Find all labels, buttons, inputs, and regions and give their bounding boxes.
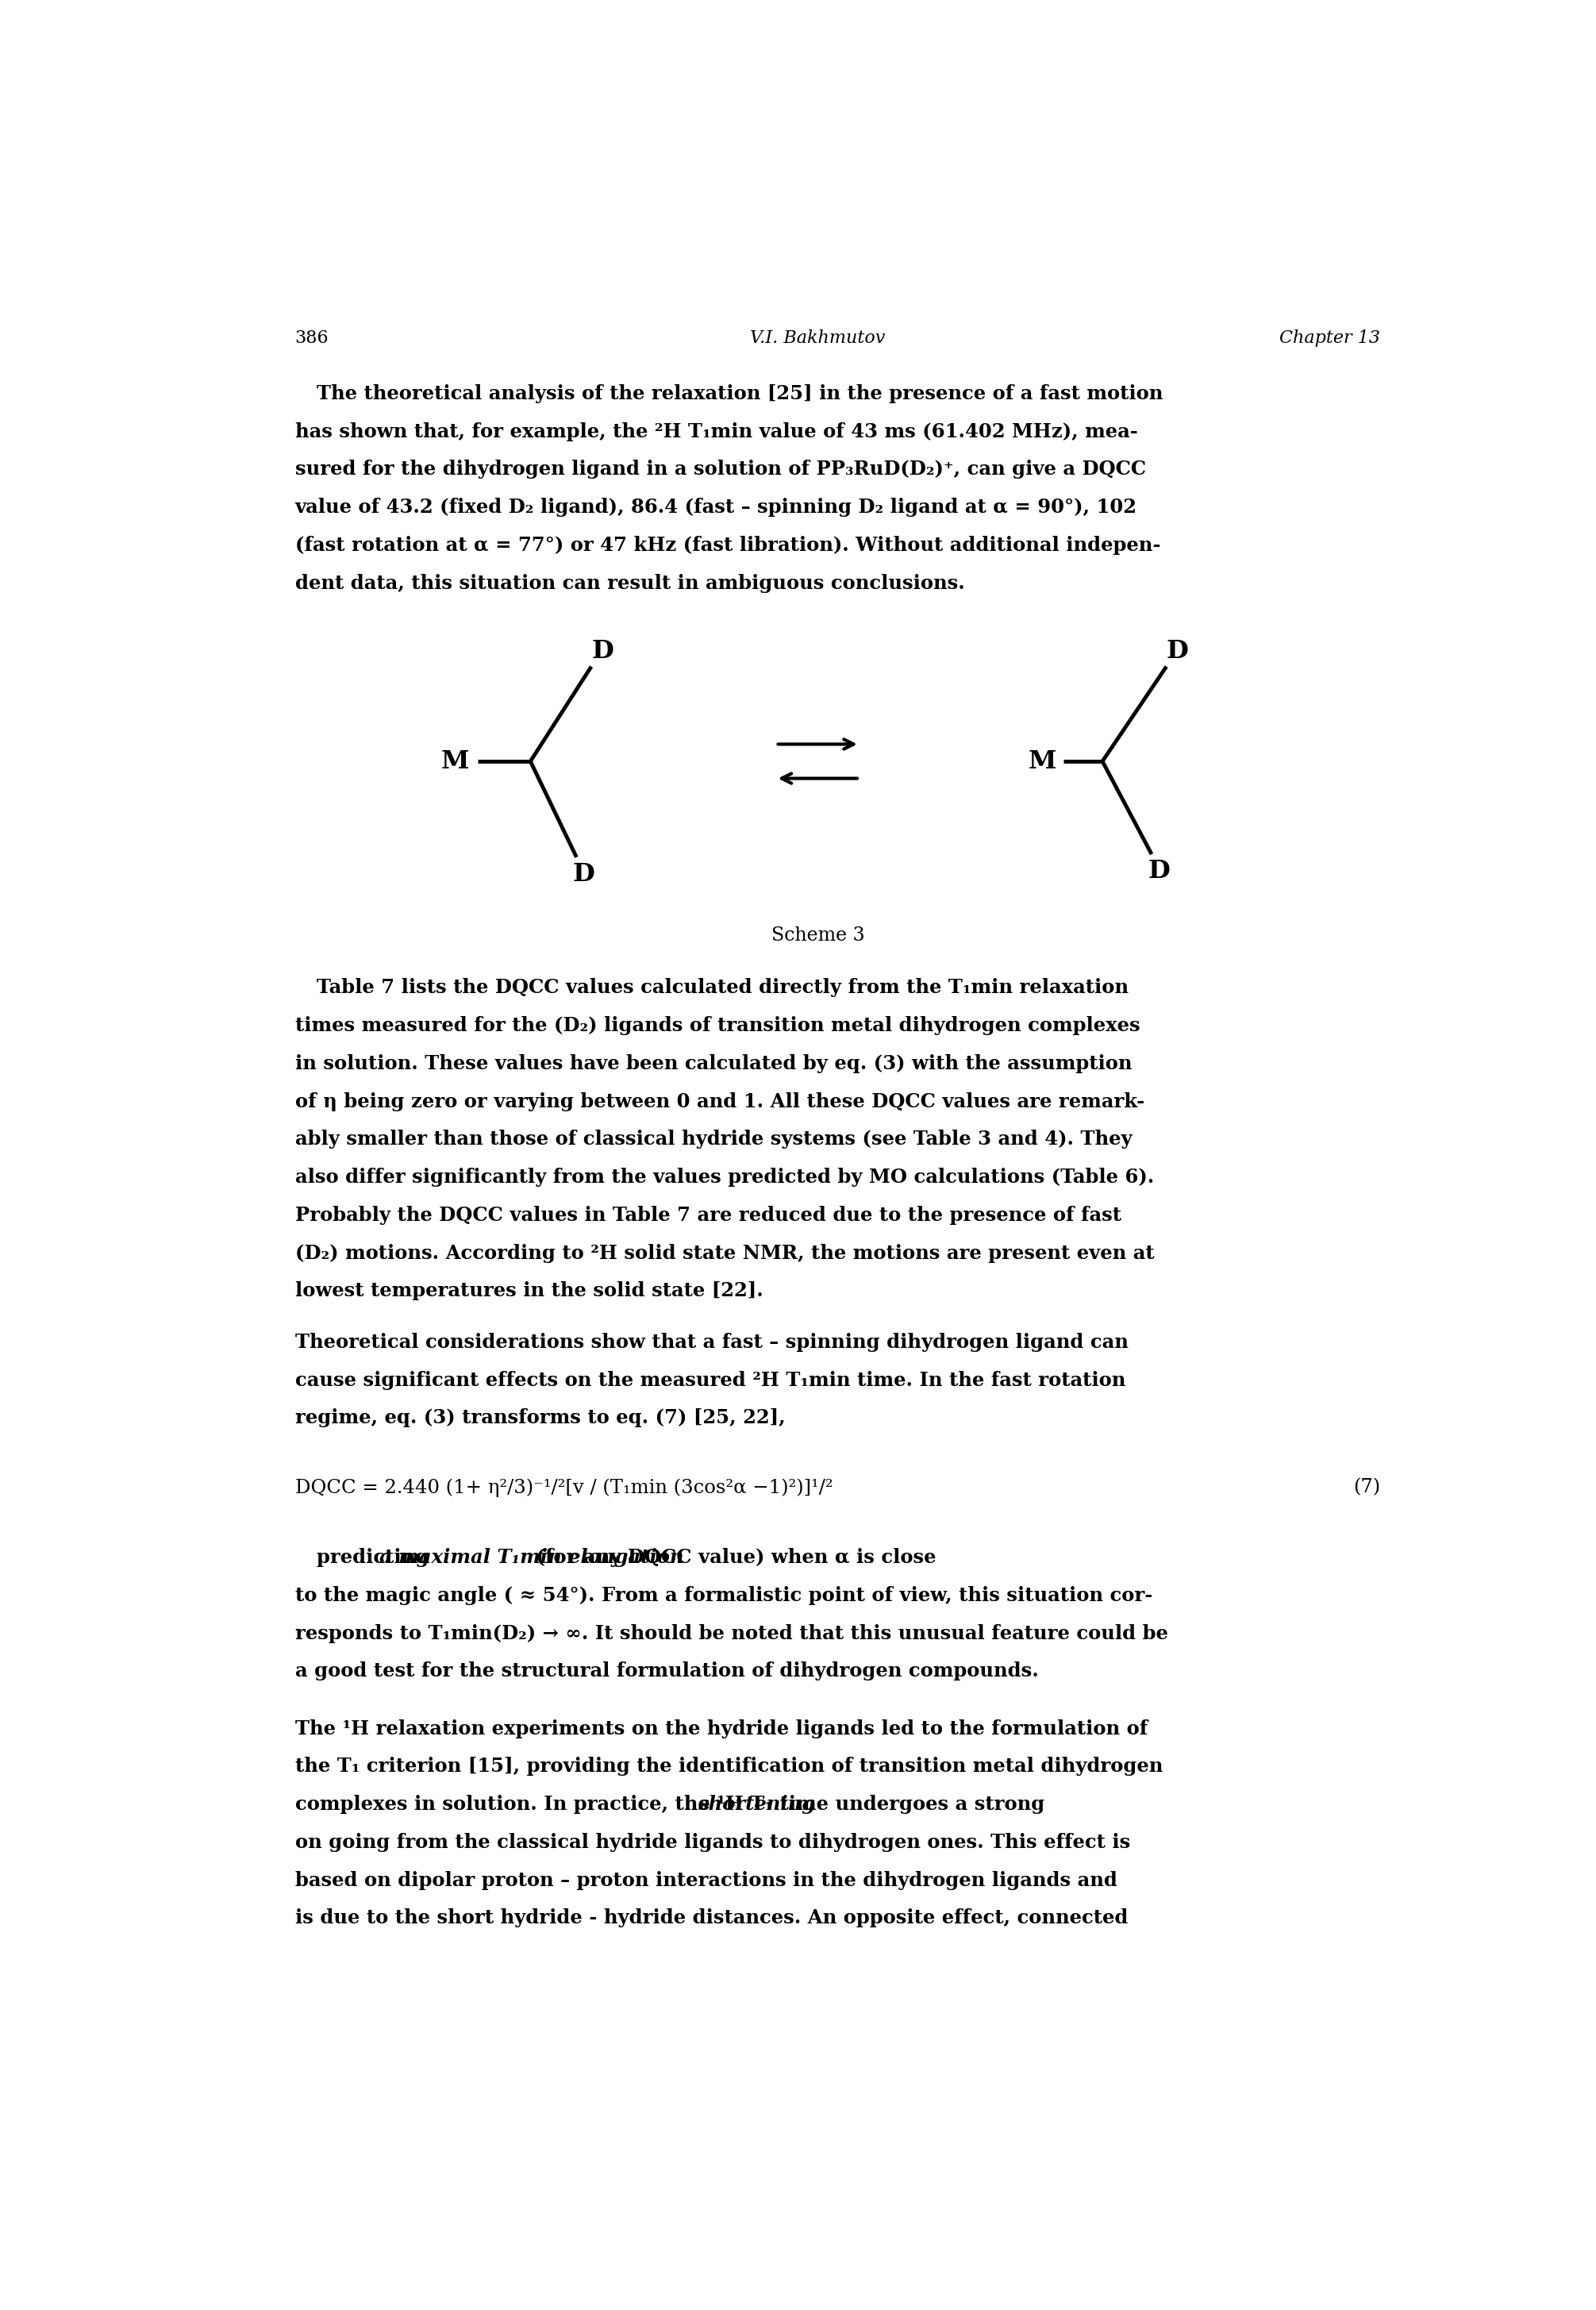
Text: a good test for the structural formulation of dihydrogen compounds.: a good test for the structural formulati… <box>295 1661 1039 1682</box>
Text: in solution. These values have been calculated by eq. (3) with the assumption: in solution. These values have been calc… <box>295 1053 1132 1074</box>
Text: D: D <box>1167 640 1189 663</box>
Text: also differ significantly from the values predicted by MO calculations (Table 6): also differ significantly from the value… <box>295 1169 1154 1187</box>
Text: shortening: shortening <box>697 1795 816 1813</box>
Text: D: D <box>1148 859 1170 885</box>
Text: (fast rotation at α = 77°) or 47 kHz (fast libration). Without additional indepe: (fast rotation at α = 77°) or 47 kHz (fa… <box>295 536 1160 554</box>
Text: (7): (7) <box>1353 1478 1381 1497</box>
Text: Chapter 13: Chapter 13 <box>1280 328 1381 346</box>
Text: Theoretical considerations show that a fast – spinning dihydrogen ligand can: Theoretical considerations show that a f… <box>295 1333 1128 1351</box>
Text: D: D <box>591 640 613 663</box>
Text: ably smaller than those of classical hydride systems (see Table 3 and 4). They: ably smaller than those of classical hyd… <box>295 1130 1132 1148</box>
Text: regime, eq. (3) transforms to eq. (7) [25, 22],: regime, eq. (3) transforms to eq. (7) [2… <box>295 1409 785 1428</box>
Text: the T₁ criterion [15], providing the identification of transition metal dihydrog: the T₁ criterion [15], providing the ide… <box>295 1758 1162 1776</box>
Text: is due to the short hydride - hydride distances. An opposite effect, connected: is due to the short hydride - hydride di… <box>295 1908 1128 1927</box>
Text: complexes in solution. In practice, the ¹H T₁ time undergoes a strong: complexes in solution. In practice, the … <box>295 1795 1052 1813</box>
Text: has shown that, for example, the ²H T₁min value of 43 ms (61.402 MHz), mea-: has shown that, for example, the ²H T₁mi… <box>295 423 1138 441</box>
Text: (D₂) motions. According to ²H solid state NMR, the motions are present even at: (D₂) motions. According to ²H solid stat… <box>295 1243 1154 1264</box>
Text: value of 43.2 (fixed D₂ ligand), 86.4 (fast – spinning D₂ ligand at α = 90°), 10: value of 43.2 (fixed D₂ ligand), 86.4 (f… <box>295 499 1136 517</box>
Text: on going from the classical hydride ligands to dihydrogen ones. This effect is: on going from the classical hydride liga… <box>295 1832 1130 1853</box>
Text: D: D <box>573 862 595 887</box>
Text: times measured for the (D₂) ligands of transition metal dihydrogen complexes: times measured for the (D₂) ligands of t… <box>295 1016 1140 1035</box>
Text: to the magic angle ( ≈ 54°). From a formalistic point of view, this situation co: to the magic angle ( ≈ 54°). From a form… <box>295 1587 1152 1605</box>
Text: DQCC = 2.440 (1+ η²/3)⁻¹/²[v / (T₁min (3cos²α −1)²)]¹/²: DQCC = 2.440 (1+ η²/3)⁻¹/²[v / (T₁min (3… <box>295 1478 833 1497</box>
Text: M: M <box>440 748 469 774</box>
Text: based on dipolar proton – proton interactions in the dihydrogen ligands and: based on dipolar proton – proton interac… <box>295 1871 1117 1890</box>
Text: The ¹H relaxation experiments on the hydride ligands led to the formulation of: The ¹H relaxation experiments on the hyd… <box>295 1719 1148 1737</box>
Text: responds to T₁min(D₂) → ∞. It should be noted that this unusual feature could be: responds to T₁min(D₂) → ∞. It should be … <box>295 1624 1168 1642</box>
Text: (for any DQCC value) when α is close: (for any DQCC value) when α is close <box>530 1548 937 1566</box>
Text: cause significant effects on the measured ²H T₁min time. In the fast rotation: cause significant effects on the measure… <box>295 1370 1125 1391</box>
Text: Scheme 3: Scheme 3 <box>771 926 865 945</box>
Text: 386: 386 <box>295 328 329 346</box>
Text: of η being zero or varying between 0 and 1. All these DQCC values are remark-: of η being zero or varying between 0 and… <box>295 1093 1144 1111</box>
Text: sured for the dihydrogen ligand in a solution of PP₃RuD(D₂)⁺, can give a DQCC: sured for the dihydrogen ligand in a sol… <box>295 460 1146 478</box>
Text: The theoretical analysis of the relaxation [25] in the presence of a fast motion: The theoretical analysis of the relaxati… <box>316 383 1162 404</box>
Text: M: M <box>1028 748 1057 774</box>
Text: Table 7 lists the DQCC values calculated directly from the T₁min relaxation: Table 7 lists the DQCC values calculated… <box>316 979 1128 998</box>
Text: V.I. Bakhmutov: V.I. Bakhmutov <box>750 328 886 346</box>
Text: predicting: predicting <box>316 1548 436 1566</box>
Text: a maximal T₁min elongation: a maximal T₁min elongation <box>380 1548 685 1566</box>
Text: dent data, this situation can result in ambiguous conclusions.: dent data, this situation can result in … <box>295 573 964 594</box>
Text: Probably the DQCC values in Table 7 are reduced due to the presence of fast: Probably the DQCC values in Table 7 are … <box>295 1206 1120 1224</box>
Text: lowest temperatures in the solid state [22].: lowest temperatures in the solid state [… <box>295 1282 763 1301</box>
